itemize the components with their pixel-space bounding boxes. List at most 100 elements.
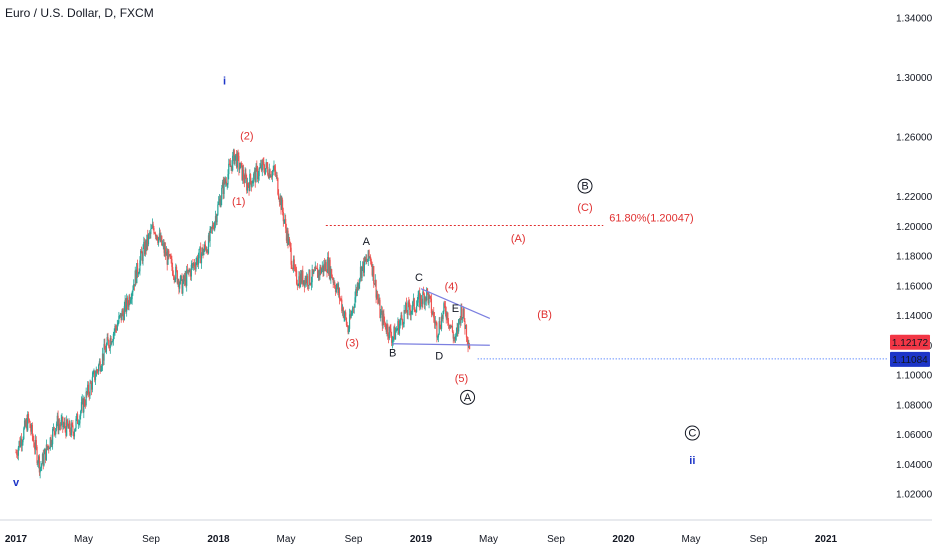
candle-body	[458, 319, 460, 332]
candle-body	[36, 446, 38, 463]
candle-body	[395, 330, 397, 332]
candle-body	[175, 266, 177, 280]
candle-body	[27, 414, 29, 431]
candle-body	[354, 297, 356, 308]
time-axis[interactable]: 2017 May Sep 2018 May Sep 2019 May Sep 2020 May Sep…	[0, 519, 932, 545]
candle-body	[135, 270, 137, 284]
triangle-trendline	[420, 288, 491, 320]
candle-body	[400, 315, 402, 321]
candle-body	[158, 233, 161, 238]
candle-body	[186, 269, 189, 273]
candle-body	[318, 270, 320, 276]
candle-body	[95, 369, 97, 377]
candle-body	[377, 298, 380, 304]
candle-body	[34, 446, 36, 450]
candle-body	[197, 258, 199, 265]
candle-body	[204, 244, 206, 251]
candle-body	[388, 326, 390, 339]
candle-body	[181, 275, 183, 294]
candle-body	[162, 243, 164, 245]
candle-body	[33, 440, 35, 447]
candle-body	[147, 234, 150, 245]
candle-body	[401, 315, 403, 320]
candle-body	[334, 287, 337, 292]
candle-body	[437, 337, 439, 339]
candle-body	[282, 211, 284, 222]
candle-body	[403, 310, 405, 324]
x-tick-label: 2019	[410, 534, 433, 545]
candle-body	[244, 172, 246, 183]
x-tick-label: May	[479, 534, 498, 545]
y-tick-label: 1.16000	[896, 281, 932, 292]
candle-body	[193, 263, 196, 267]
candle-body	[161, 244, 164, 246]
candle-body	[431, 312, 433, 315]
candle-body	[429, 295, 431, 297]
candle-body	[192, 263, 194, 266]
candle-body	[310, 283, 312, 285]
candle-body	[256, 165, 258, 168]
wave-label: C	[688, 428, 696, 440]
candle-body	[398, 321, 400, 334]
candle-body	[346, 325, 348, 327]
candle-body	[295, 270, 298, 284]
candle-body	[200, 254, 203, 264]
candle-body	[129, 300, 132, 303]
candle-body	[320, 267, 322, 274]
candle-body	[414, 309, 416, 311]
candle-body	[255, 165, 257, 183]
candle-body	[80, 402, 83, 412]
candle-body	[141, 253, 143, 261]
candle-body	[359, 266, 362, 279]
candle-body	[31, 424, 33, 437]
price-axis[interactable]: 1.34000 1.30000 1.26000 1.22000 1.20000 1.180…	[888, 0, 932, 520]
candle-body	[286, 230, 288, 241]
candle-body	[360, 266, 362, 278]
candle-body	[234, 155, 236, 164]
candle-body	[228, 163, 230, 175]
candle-body	[327, 257, 330, 274]
x-tick-label: 2017	[5, 534, 28, 545]
candle-body	[426, 288, 428, 301]
candle-body	[461, 317, 464, 319]
candle-body	[52, 428, 54, 445]
candle-body	[278, 198, 281, 203]
fib-618-label: 61.80%(1.20047)	[609, 213, 693, 225]
candle-body	[66, 419, 68, 436]
candle-body	[116, 324, 118, 331]
candle-body	[170, 258, 172, 260]
candle-body	[379, 300, 381, 318]
candle-body	[469, 345, 471, 350]
candle-body	[77, 423, 79, 425]
candle-body	[215, 216, 217, 223]
candle-body	[193, 263, 195, 266]
wave-label: (3)	[345, 337, 358, 349]
candle-body	[355, 289, 357, 298]
candle-body	[208, 235, 210, 241]
candle-body	[302, 280, 305, 285]
candle-body	[285, 219, 287, 229]
candle-body	[311, 269, 313, 283]
candle-body	[98, 361, 100, 365]
candle-body	[68, 421, 70, 429]
candle-body	[269, 169, 271, 178]
candle-body	[180, 275, 182, 277]
candle-body	[204, 244, 206, 248]
candle-body	[110, 338, 112, 345]
candle-body	[156, 235, 158, 240]
candle-body	[74, 428, 76, 432]
candle-body	[111, 341, 113, 345]
candle-body	[153, 228, 155, 234]
candle-body	[195, 262, 197, 270]
candle-body	[467, 341, 469, 347]
candle-body	[189, 270, 192, 277]
candle-body	[25, 420, 27, 427]
candle-body	[351, 312, 353, 314]
candle-body	[408, 302, 410, 303]
candle-body	[38, 456, 40, 473]
candle-body	[293, 259, 295, 268]
candle-body	[205, 247, 207, 252]
wave-label: i	[223, 75, 226, 87]
candle-body	[127, 304, 129, 307]
